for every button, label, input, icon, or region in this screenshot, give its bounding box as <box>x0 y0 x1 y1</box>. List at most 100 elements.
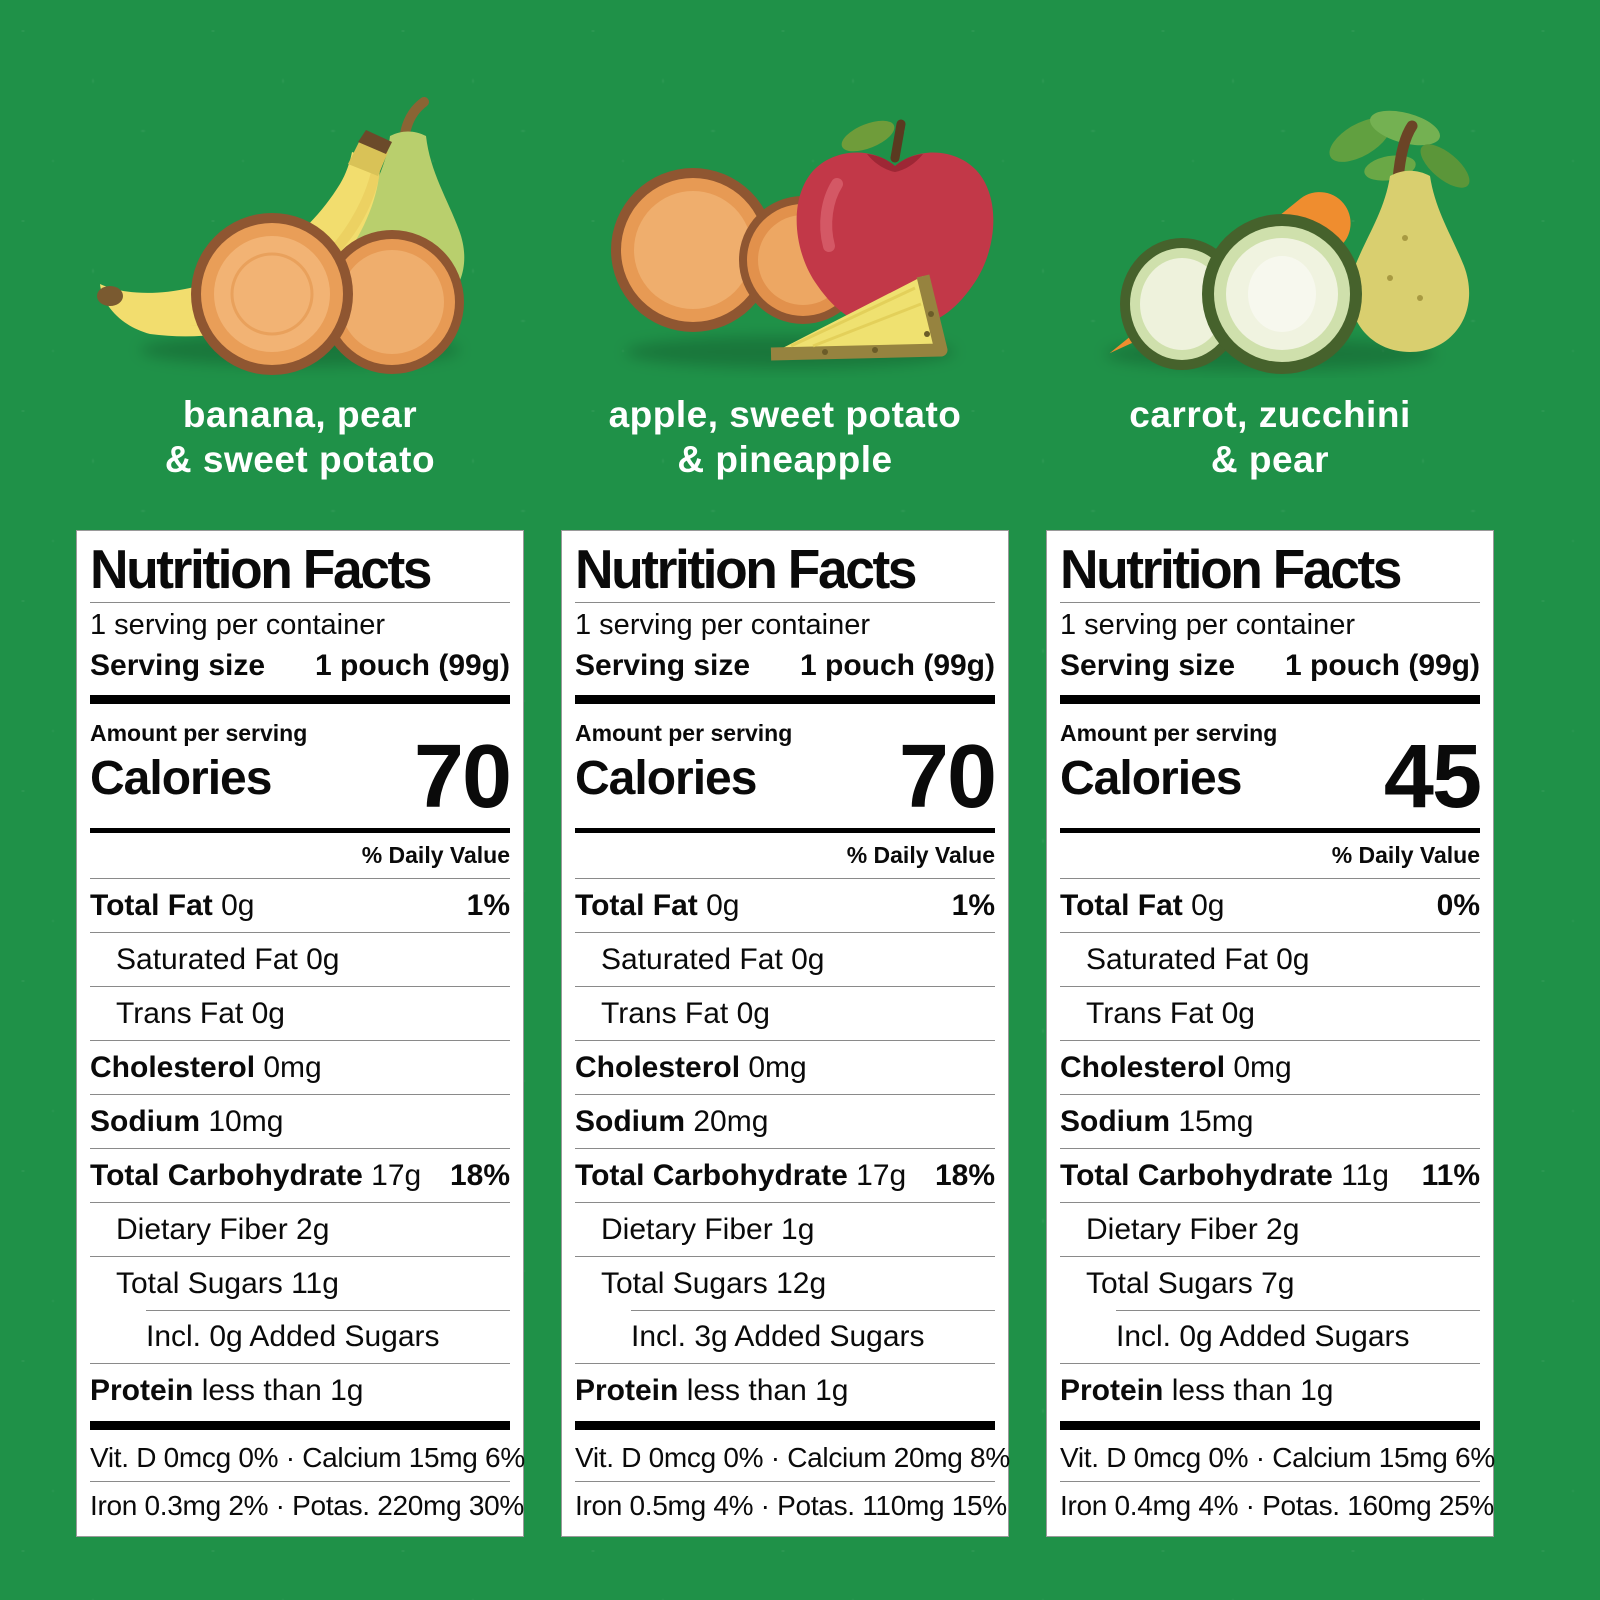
nutrient-row-trans-fat: Trans Fat 0g <box>575 986 995 1040</box>
flavor-title: carrot, zucchini & pear <box>1046 392 1494 482</box>
nutrient-row-total-fat: Total Fat 0g 0% <box>1060 888 1480 922</box>
medium-divider <box>90 828 510 833</box>
thick-divider <box>90 1421 510 1430</box>
flavor-line2: & sweet potato <box>164 439 436 481</box>
product-column-apple-sweet-potato-pineapple: apple, sweet potato & pineapple Nutritio… <box>561 0 1010 1600</box>
nutrition-facts-title: Nutrition Facts <box>575 538 917 600</box>
fruit-image-apple-sweet-potato-pineapple <box>611 119 994 368</box>
calories-value: 70 <box>413 727 512 827</box>
nutrient-row-saturated-fat: Saturated Fat 0g <box>90 932 510 986</box>
servings-per-container: 1 serving per container <box>90 609 385 641</box>
vitamin-line: Vit. D 0mcg 0% · Calcium 15mg 6% <box>90 1442 525 1473</box>
nutrient-row-total-carbohydrate: Total Carbohydrate 11g 11% <box>1060 1148 1480 1202</box>
flavor-line1: banana, pear <box>182 394 418 435</box>
amount-per-serving: Amount per serving <box>1060 720 1278 746</box>
product-column-banana-pear-sweet-potato: banana, pear & sweet potato Nutrition Fa… <box>76 0 525 1600</box>
calories-label: Calories <box>575 752 757 805</box>
medium-divider <box>1060 828 1480 833</box>
nutrient-row-total-sugars: Total Sugars 7g <box>1060 1256 1480 1310</box>
divider <box>1060 602 1480 603</box>
flavor-title: banana, pear & sweet potato <box>76 392 524 482</box>
serving-size-value: 1 pouch (99g) <box>799 649 995 682</box>
mineral-line: Iron 0.3mg 2% · Potas. 220mg 30% <box>90 1481 524 1529</box>
thick-divider <box>1060 695 1480 704</box>
serving-size-label: Serving size <box>1060 649 1236 682</box>
serving-size-row: Serving size 1 pouch (99g) <box>1060 645 1480 687</box>
nutrition-facts-title: Nutrition Facts <box>1060 538 1402 600</box>
fruit-image-carrot-zucchini-pear <box>1105 110 1470 374</box>
divider <box>575 602 995 603</box>
nutrient-row-trans-fat: Trans Fat 0g <box>1060 986 1480 1040</box>
nutrient-row-added-sugars: Incl. 0g Added Sugars <box>90 1310 510 1363</box>
flavor-line2: & pear <box>1210 439 1330 481</box>
nutrition-panel: Nutrition Facts 1 serving per container … <box>76 530 525 1537</box>
thick-divider <box>1060 1421 1480 1430</box>
nutrient-row-saturated-fat: Saturated Fat 0g <box>575 932 995 986</box>
calories-block: Amount per serving Calories 70 <box>90 710 512 827</box>
serving-size-row: Serving size 1 pouch (99g) <box>90 645 510 687</box>
thick-divider <box>90 695 510 704</box>
calories-value: 45 <box>1383 727 1482 827</box>
serving-size-label: Serving size <box>575 649 751 682</box>
flavor-title: apple, sweet potato & pineapple <box>561 392 1009 482</box>
serving-size-value: 1 pouch (99g) <box>1284 649 1480 682</box>
nutrient-row-cholesterol: Cholesterol 0mg <box>1060 1040 1480 1094</box>
nutrient-row-added-sugars: Incl. 3g Added Sugars <box>575 1310 995 1363</box>
nutrient-row-dietary-fiber: Dietary Fiber 2g <box>1060 1202 1480 1256</box>
calories-value: 70 <box>898 727 997 827</box>
sweet-potato-slice-icon <box>611 168 775 332</box>
vitamin-line: Vit. D 0mcg 0% · Calcium 15mg 6% <box>1060 1442 1495 1473</box>
sweet-potato-slice-icon <box>320 230 464 374</box>
apple-icon <box>796 119 994 324</box>
nutrition-facts-title: Nutrition Facts <box>90 538 432 600</box>
nutrient-row-sodium: Sodium 20mg <box>575 1094 995 1148</box>
mineral-line: Iron 0.4mg 4% · Potas. 160mg 25% <box>1060 1481 1494 1529</box>
nutrient-row-added-sugars: Incl. 0g Added Sugars <box>1060 1310 1480 1363</box>
daily-value-header: % Daily Value <box>575 833 995 879</box>
nutrition-panel: Nutrition Facts 1 serving per container … <box>561 530 1010 1537</box>
fruit-image-banana-pear-sweet-potato <box>97 97 465 375</box>
nutrient-row-total-carbohydrate: Total Carbohydrate 17g 18% <box>575 1148 995 1202</box>
product-column-carrot-zucchini-pear: carrot, zucchini & pear Nutrition Facts … <box>1046 0 1495 1600</box>
nutrient-row-protein: Protein less than 1g <box>1060 1363 1480 1417</box>
nutrient-row-saturated-fat: Saturated Fat 0g <box>1060 932 1480 986</box>
calories-label: Calories <box>1060 752 1242 805</box>
servings-per-container: 1 serving per container <box>1060 609 1355 641</box>
nutrient-row-protein: Protein less than 1g <box>90 1363 510 1417</box>
nutrition-panel: Nutrition Facts 1 serving per container … <box>1046 530 1495 1537</box>
serving-size-row: Serving size 1 pouch (99g) <box>575 645 995 687</box>
nutrient-row-trans-fat: Trans Fat 0g <box>90 986 510 1040</box>
nutrient-row-cholesterol: Cholesterol 0mg <box>90 1040 510 1094</box>
medium-divider <box>575 828 995 833</box>
nutrient-row-total-sugars: Total Sugars 12g <box>575 1256 995 1310</box>
servings-per-container: 1 serving per container <box>575 609 870 641</box>
zucchini-slice-icon <box>1202 214 1362 374</box>
pineapple-icon <box>770 274 948 361</box>
calories-label: Calories <box>90 752 272 805</box>
nutrient-row-sodium: Sodium 10mg <box>90 1094 510 1148</box>
sweet-potato-slice-icon <box>191 213 353 375</box>
nutrient-row-total-fat: Total Fat 0g 1% <box>90 888 510 922</box>
vitamin-line: Vit. D 0mcg 0% · Calcium 20mg 8% <box>575 1442 1010 1473</box>
thick-divider <box>575 695 995 704</box>
serving-size-label: Serving size <box>90 649 266 682</box>
calories-block: Amount per serving Calories 70 <box>575 710 997 827</box>
nutrient-row-dietary-fiber: Dietary Fiber 1g <box>575 1202 995 1256</box>
nutrient-row-total-fat: Total Fat 0g 1% <box>575 888 995 922</box>
pear-icon <box>1349 120 1470 352</box>
nutrient-row-dietary-fiber: Dietary Fiber 2g <box>90 1202 510 1256</box>
thick-divider <box>575 1421 995 1430</box>
nutrient-row-total-sugars: Total Sugars 11g <box>90 1256 510 1310</box>
nutrient-row-cholesterol: Cholesterol 0mg <box>575 1040 995 1094</box>
nutrient-row-sodium: Sodium 15mg <box>1060 1094 1480 1148</box>
daily-value-header: % Daily Value <box>1060 833 1480 879</box>
mineral-line: Iron 0.5mg 4% · Potas. 110mg 15% <box>575 1481 1007 1529</box>
divider <box>90 602 510 603</box>
flavor-line1: apple, sweet potato <box>608 394 962 435</box>
daily-value-header: % Daily Value <box>90 833 510 879</box>
flavor-line1: carrot, zucchini <box>1129 394 1411 435</box>
amount-per-serving: Amount per serving <box>575 720 793 746</box>
nutrient-row-protein: Protein less than 1g <box>575 1363 995 1417</box>
amount-per-serving: Amount per serving <box>90 720 308 746</box>
